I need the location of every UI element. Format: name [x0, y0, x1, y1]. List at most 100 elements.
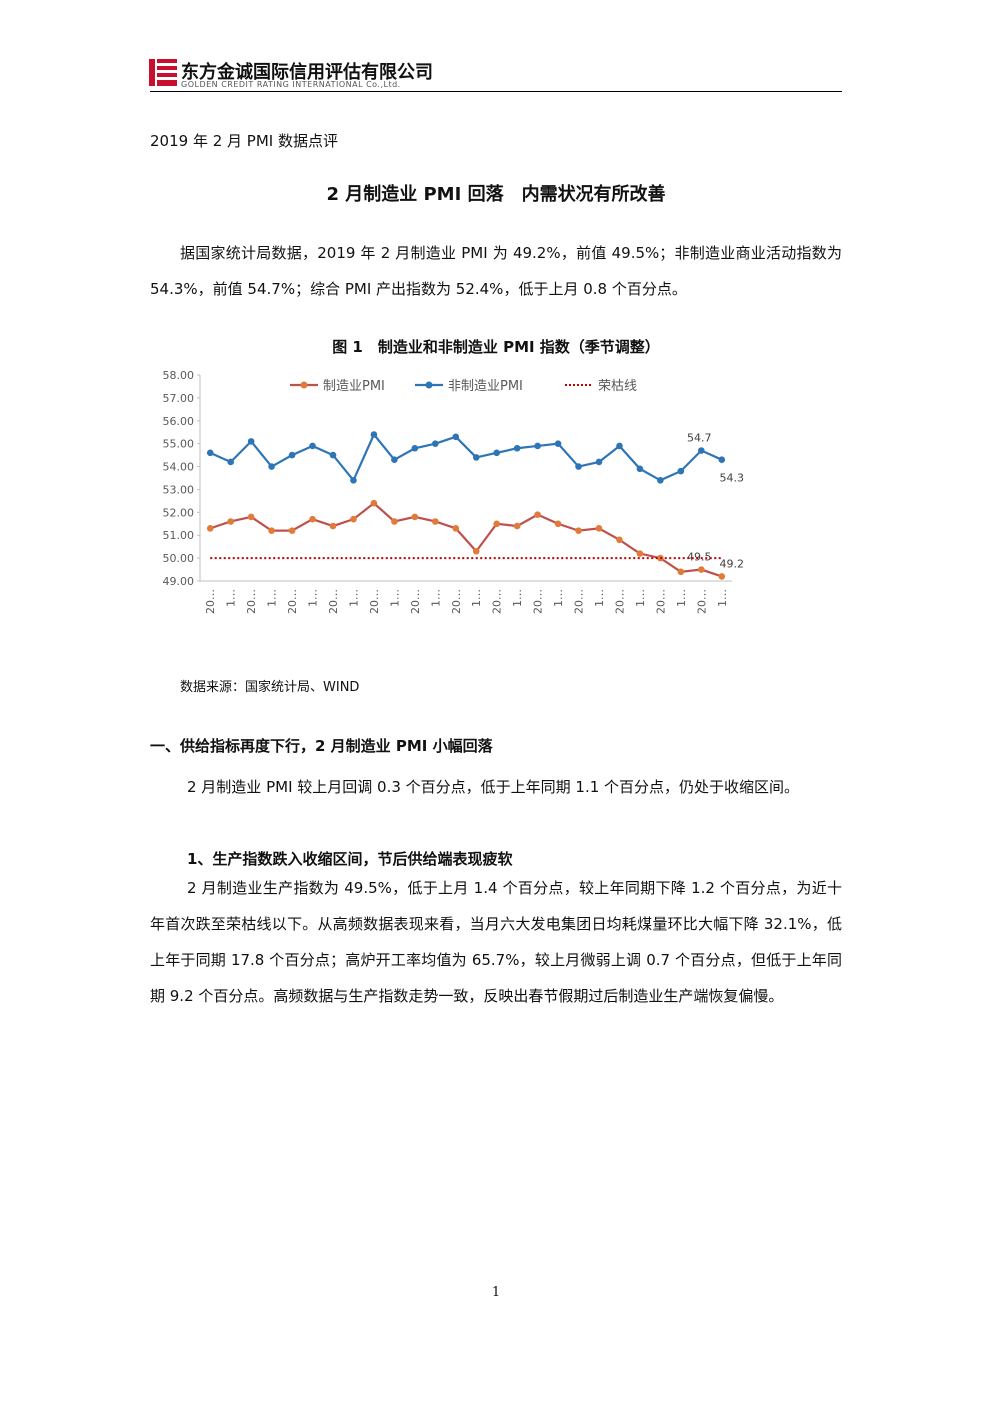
point [391, 518, 398, 525]
point [698, 566, 705, 573]
point [268, 463, 275, 470]
x-tick-label: 1… [307, 589, 320, 607]
point [575, 463, 582, 470]
point [452, 433, 460, 441]
legend-label: 非制造业PMI [448, 379, 523, 394]
x-tick-label: 20… [286, 589, 299, 614]
x-tick-label: 20… [613, 589, 626, 614]
point [554, 440, 562, 447]
point [718, 573, 726, 580]
x-tick-label: 20… [573, 589, 586, 614]
point [247, 513, 255, 521]
data-label: 49.2 [720, 557, 745, 570]
point [247, 438, 255, 445]
point [718, 456, 726, 463]
point [411, 513, 419, 521]
x-tick-label: 20… [368, 589, 381, 614]
point [288, 527, 296, 534]
point [636, 465, 644, 473]
point [329, 522, 337, 530]
source: 数据来源：国家统计局、WIND [180, 680, 360, 695]
y-tick-label: 57.00 [163, 392, 195, 405]
x-tick-label: 20… [654, 589, 667, 614]
x-tick-label: 1… [347, 589, 360, 607]
y-tick-label: 58.00 [163, 369, 195, 382]
series-line [209, 501, 723, 578]
page-number: 1 [491, 1285, 501, 1300]
section-paragraph: 2 月制造业 PMI 较上月回调 0.3 个百分点，低于上年同期 1.1 个百分… [187, 778, 800, 796]
point [513, 444, 521, 452]
point [677, 467, 685, 475]
section-heading: 一、供给指标再度下行，2 月制造业 PMI 小幅回落 [150, 737, 493, 755]
x-tick-label: 1… [675, 589, 688, 607]
header-rule [150, 91, 842, 92]
point [575, 527, 582, 534]
legend-label: 荣枯线 [598, 379, 637, 394]
y-tick-label: 49.00 [163, 575, 195, 588]
doc-title: 2 月制造业 PMI 回落 内需状况有所改善 [326, 184, 666, 205]
point [411, 444, 419, 452]
y-tick-label: 51.00 [163, 529, 195, 542]
point [309, 442, 316, 450]
company-name-en: GOLDEN CREDIT RATING INTERNATIONAL Co.,L… [181, 80, 401, 89]
logo [149, 59, 177, 86]
point [554, 520, 562, 528]
x-tick-label: 20… [695, 589, 708, 614]
x-tick-label: 1… [225, 589, 238, 607]
point [452, 525, 460, 532]
point [350, 476, 357, 484]
point [350, 515, 357, 523]
point [391, 456, 398, 463]
point [288, 451, 296, 459]
point [227, 458, 234, 466]
point [268, 527, 275, 534]
y-tick-label: 52.00 [163, 506, 195, 519]
point [493, 520, 500, 528]
x-tick-label: 1… [716, 589, 729, 607]
sub-paragraph: 2 月制造业生产指数为 49.5%，低于上月 1.4 个百分点，较上年同期下降 … [150, 879, 842, 1005]
x-tick-label: 1… [429, 589, 442, 607]
chart-title: 图 1 制造业和非制造业 PMI 指数（季节调整） [332, 338, 660, 356]
x-tick-label: 20… [409, 589, 422, 614]
x-tick-label: 1… [593, 589, 606, 607]
y-tick-label: 53.00 [163, 483, 195, 496]
x-tick-label: 1… [511, 589, 524, 607]
point [472, 547, 480, 555]
point [432, 518, 439, 525]
x-tick-label: 20… [532, 589, 545, 614]
chart: 49.00 50.00 51.00 52.00 53.00 54.00 55.00 56.00… [163, 369, 745, 614]
x-tick-label: 1… [266, 589, 279, 607]
x-tick-label: 20… [204, 589, 217, 614]
x-tick-label: 1… [470, 589, 483, 607]
point [472, 454, 480, 461]
point [493, 449, 500, 457]
point [370, 499, 378, 507]
point [329, 451, 337, 459]
point [657, 476, 664, 484]
x-tick-label: 20… [327, 589, 340, 614]
point [595, 458, 603, 466]
doc-label: 2019 年 2 月 PMI 数据点评 [150, 132, 338, 150]
x-tick-label: 1… [552, 589, 565, 607]
intro: 据国家统计局数据，2019 年 2 月制造业 PMI 为 49.2%，前值 49… [150, 244, 842, 298]
point [534, 511, 541, 518]
x-tick-label: 20… [450, 589, 463, 614]
company-name: 东方金诚国际信用评估有限公司 [181, 62, 433, 83]
subheading: 1、生产指数跌入收缩区间，节后供给端表现疲软 [187, 850, 513, 868]
x-tick-label: 1… [388, 589, 401, 607]
x-tick-label: 20… [491, 589, 504, 614]
legend-marker [425, 381, 433, 389]
x-tick-label: 20… [245, 589, 258, 614]
data-label: 54.7 [687, 432, 712, 445]
y-tick-label: 54.00 [163, 461, 195, 474]
point [636, 550, 644, 557]
point [309, 515, 316, 523]
y-tick-label: 50.00 [163, 552, 195, 565]
point [370, 431, 378, 438]
data-label: 54.3 [720, 472, 745, 485]
point [432, 440, 439, 447]
y-tick-label: 56.00 [163, 415, 195, 428]
x-tick-label: 1… [634, 589, 647, 607]
point [513, 522, 521, 530]
